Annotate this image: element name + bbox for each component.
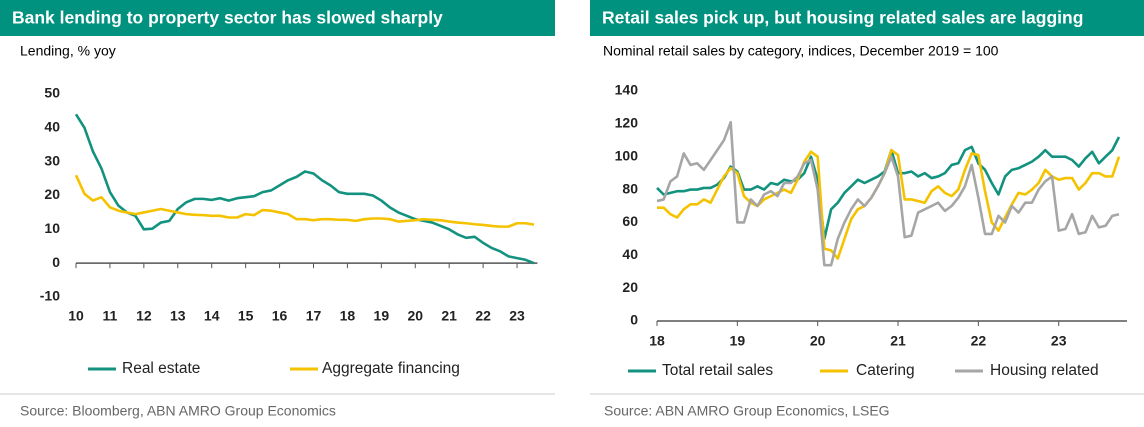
x-tick-label: 23 bbox=[1051, 333, 1067, 349]
data-line bbox=[656, 136, 1121, 241]
x-tick-label: 19 bbox=[730, 333, 746, 349]
legend-label: Housing related bbox=[990, 362, 1099, 379]
chart-title: Retail sales pick up, but housing relate… bbox=[602, 8, 1083, 28]
x-tick-label: 23 bbox=[509, 308, 525, 324]
x-tick-label: 11 bbox=[103, 308, 118, 324]
source: Source: Bloomberg, ABN AMRO Group Econom… bbox=[20, 403, 336, 419]
y-tick-label: 20 bbox=[44, 186, 60, 202]
subtitle: Nominal retail sales by category, indice… bbox=[603, 43, 999, 59]
x-tick-label: 20 bbox=[810, 333, 826, 349]
x-tick-label: 20 bbox=[407, 308, 423, 324]
x-tick-label: 18 bbox=[340, 308, 356, 324]
x-tick-label: 21 bbox=[441, 308, 457, 324]
y-tick-label: -10 bbox=[40, 288, 60, 304]
x-tick-label: 19 bbox=[374, 308, 390, 324]
header-bar bbox=[0, 0, 555, 36]
x-tick-label: 14 bbox=[204, 308, 220, 324]
legend-label: Total retail sales bbox=[662, 362, 773, 379]
y-tick-label: 100 bbox=[615, 147, 639, 163]
data-line bbox=[656, 120, 1120, 267]
legend-label: Real estate bbox=[122, 360, 200, 377]
y-tick-label: 60 bbox=[622, 213, 638, 229]
legend-label: Catering bbox=[856, 362, 915, 379]
x-tick-label: 12 bbox=[136, 308, 152, 324]
x-tick-label: 15 bbox=[238, 308, 254, 324]
x-tick-label: 22 bbox=[475, 308, 491, 324]
data-line bbox=[74, 174, 535, 228]
y-tick-label: 40 bbox=[622, 246, 638, 262]
x-tick-label: 10 bbox=[68, 308, 84, 324]
y-tick-label: 140 bbox=[615, 82, 639, 98]
x-tick-label: 18 bbox=[649, 333, 665, 349]
x-tick-label: 16 bbox=[272, 308, 288, 324]
x-tick-label: 21 bbox=[890, 333, 906, 349]
y-tick-label: 10 bbox=[44, 220, 60, 236]
y-tick-label: 40 bbox=[44, 119, 60, 135]
x-tick-label: 17 bbox=[306, 308, 322, 324]
subtitle: Lending, % yoy bbox=[20, 43, 116, 59]
chart-title: Bank lending to property sector has slow… bbox=[12, 8, 443, 28]
source: Source: ABN AMRO Group Economics, LSEG bbox=[604, 403, 890, 419]
y-tick-label: 50 bbox=[44, 85, 60, 101]
y-tick-label: 0 bbox=[630, 312, 638, 328]
y-tick-label: 80 bbox=[622, 180, 638, 196]
data-line bbox=[74, 113, 535, 265]
header-bar bbox=[590, 0, 1144, 36]
x-tick-label: 13 bbox=[170, 308, 186, 324]
x-tick-label: 22 bbox=[971, 333, 987, 349]
y-tick-label: 120 bbox=[615, 115, 639, 131]
y-tick-label: 30 bbox=[44, 152, 60, 168]
y-tick-label: 20 bbox=[622, 279, 638, 295]
legend-label: Aggregate financing bbox=[322, 360, 460, 377]
y-tick-label: 0 bbox=[52, 254, 60, 270]
